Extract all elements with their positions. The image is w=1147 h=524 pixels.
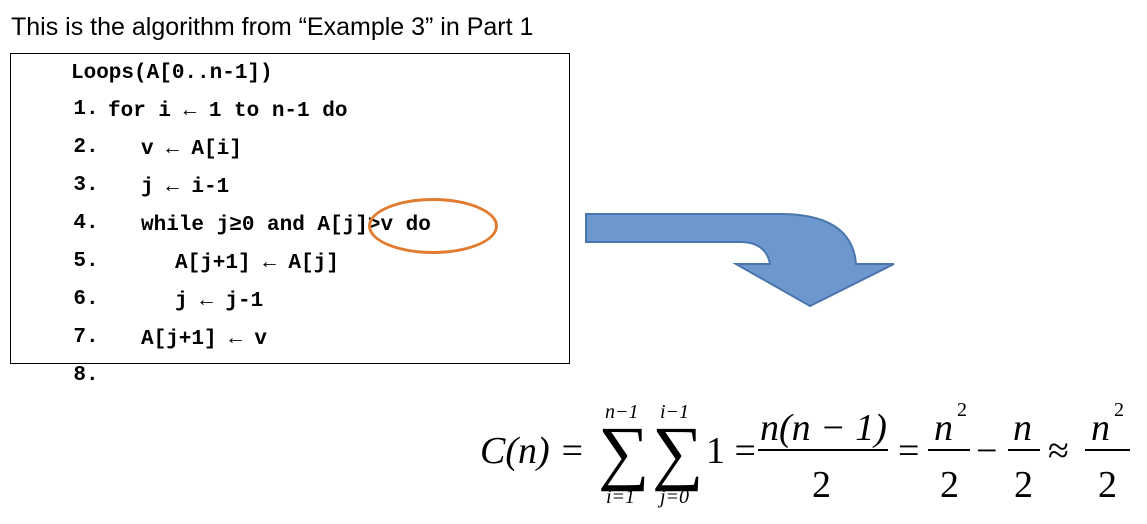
- sum2-upper: i−1: [660, 401, 689, 423]
- code-text: Loops(A[0..n-1]): [71, 62, 273, 85]
- minus-sign: −: [976, 430, 997, 472]
- slide-caption: This is the algorithm from “Example 3” i…: [11, 13, 534, 41]
- frac4-denominator: 2: [1098, 464, 1117, 506]
- line-number: 6.: [73, 288, 99, 311]
- code-text: j ← i-1: [141, 176, 230, 199]
- line-number: 3.: [73, 174, 99, 197]
- code-text: A[j+1] ← A[j]: [175, 252, 339, 275]
- frac2-numerator: n: [934, 407, 953, 449]
- code-line: 4. j ← i-1: [23, 170, 229, 235]
- line-number: 4.: [73, 212, 99, 235]
- code-line: 7. j ← j-1: [23, 284, 263, 349]
- code-line: 8. A[j+1] ← v: [23, 322, 267, 387]
- code-text: for i ← 1 to n-1 do: [108, 100, 348, 123]
- line-number: 7.: [73, 326, 99, 349]
- frac1-denominator: 2: [812, 464, 831, 506]
- code-text: A[j+1] ← v: [141, 328, 268, 351]
- frac2-denominator: 2: [940, 464, 959, 506]
- code-line: 1. Loops(A[0..n-1]): [23, 56, 273, 121]
- sum1-upper: n−1: [605, 401, 639, 423]
- frac3-denominator: 2: [1014, 464, 1033, 506]
- sum2-lower: j=0: [657, 486, 689, 508]
- frac4-exponent: 2: [1114, 399, 1124, 421]
- frac1-numerator: n(n − 1): [760, 407, 887, 449]
- summand: 1 =: [706, 430, 756, 472]
- code-line: 6. A[j+1] ← A[j]: [23, 246, 338, 311]
- highlight-ellipse: [368, 198, 498, 254]
- frac3-numerator: n: [1013, 407, 1032, 449]
- code-line: 3. v ← A[i]: [23, 132, 241, 197]
- line-number: 8.: [73, 364, 99, 387]
- code-line: 2. for i ← 1 to n-1 do: [23, 94, 347, 159]
- sigma-icon: ∑: [652, 412, 703, 492]
- approx-sign: ≈: [1048, 430, 1069, 472]
- frac2-exponent: 2: [957, 399, 967, 421]
- line-number: 5.: [73, 250, 99, 273]
- sigma-icon: ∑: [598, 412, 649, 492]
- arrow-shape: [585, 213, 895, 308]
- code-text: v ← A[i]: [141, 138, 242, 161]
- complexity-formula: C(n) = n−1 ∑ i=1 i−1 ∑ j=0 1 = n(n − 1) …: [480, 399, 1130, 508]
- sum1-lower: i=1: [606, 486, 635, 508]
- code-line: 5. while j≥0 and A[j]>v do: [23, 208, 430, 273]
- pseudocode-box: 1. Loops(A[0..n-1]) 2. for i ← 1 to n-1 …: [10, 53, 570, 387]
- line-number: 2.: [73, 136, 99, 159]
- equals-sign: =: [898, 430, 919, 472]
- formula-lhs: C(n) =: [480, 430, 585, 472]
- frac4-numerator: n: [1091, 407, 1110, 449]
- curved-arrow-icon: [585, 213, 895, 308]
- line-number: 1.: [73, 98, 99, 121]
- code-text: j ← j-1: [175, 290, 264, 313]
